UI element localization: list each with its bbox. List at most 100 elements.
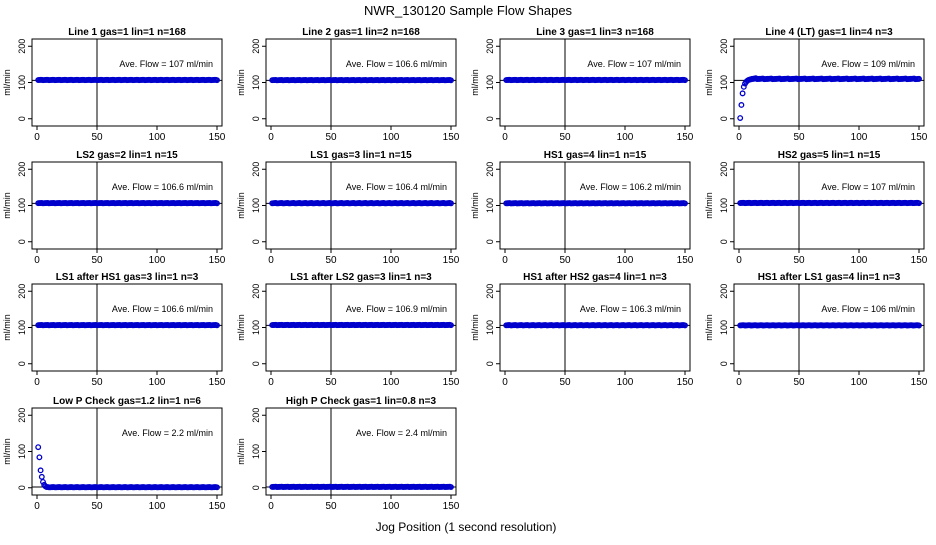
x-tick-label: 150 <box>911 132 928 143</box>
data-points <box>35 444 220 491</box>
panel-title: HS1 gas=4 lin=1 n=15 <box>544 150 647 161</box>
y-axis-label: ml/min <box>704 314 714 341</box>
y-tick-label: 0 <box>251 239 261 244</box>
data-points <box>503 200 688 207</box>
x-tick-label: 100 <box>149 377 166 388</box>
data-point <box>38 473 45 480</box>
x-tick-label: 0 <box>34 377 40 388</box>
data-point <box>214 77 220 84</box>
y-tick-label: 100 <box>17 198 27 213</box>
panel-title: HS1 after LS1 gas=4 lin=1 n=3 <box>758 272 901 283</box>
x-tick-label: 50 <box>325 501 337 512</box>
y-tick-label: 0 <box>17 485 27 490</box>
data-points <box>269 200 454 207</box>
data-point <box>448 322 454 329</box>
y-axis-label: ml/min <box>704 192 714 219</box>
x-tick-label: 150 <box>443 501 460 512</box>
x-tick-label: 0 <box>502 132 508 143</box>
panel-4: Line 4 (LT) gas=1 lin=4 n=3 0 50 100 150 0 100… <box>704 27 928 143</box>
x-tick-label: 0 <box>34 501 40 512</box>
average-flow-annotation: Ave. Flow = 106 ml/min <box>821 304 915 314</box>
data-point <box>740 83 747 90</box>
data-point <box>682 200 688 207</box>
average-flow-annotation: Ave. Flow = 107 ml/min <box>119 59 213 69</box>
panel-title: LS1 after LS2 gas=3 lin=1 n=3 <box>290 272 432 283</box>
data-point <box>448 484 454 491</box>
data-point <box>737 115 744 121</box>
average-flow-annotation: Ave. Flow = 2.4 ml/min <box>356 428 447 438</box>
data-point <box>36 454 43 461</box>
y-tick-label: 100 <box>719 320 729 335</box>
y-tick-label: 200 <box>719 162 729 177</box>
x-tick-label: 0 <box>736 377 742 388</box>
y-tick-label: 0 <box>719 361 729 366</box>
average-flow-annotation: Ave. Flow = 107 ml/min <box>587 59 681 69</box>
x-tick-label: 50 <box>793 132 805 143</box>
y-tick-label: 200 <box>17 162 27 177</box>
data-points <box>503 322 688 329</box>
x-tick-label: 100 <box>383 377 400 388</box>
y-tick-label: 0 <box>719 239 729 244</box>
y-tick-label: 200 <box>719 39 729 54</box>
x-tick-label: 150 <box>911 377 928 388</box>
plot-frame <box>265 407 457 496</box>
average-flow-annotation: Ave. Flow = 106.4 ml/min <box>346 182 447 192</box>
panel-title: HS1 after HS2 gas=4 lin=1 n=3 <box>523 272 667 283</box>
panel-14: High P Check gas=1 lin=0.8 n=3 0 50 100 150 0… <box>236 396 460 512</box>
x-tick-label: 50 <box>559 132 571 143</box>
y-tick-label: 0 <box>485 361 495 366</box>
x-tick-label: 0 <box>268 377 274 388</box>
y-axis-label: ml/min <box>470 192 480 219</box>
x-tick-label: 50 <box>91 255 103 266</box>
data-point <box>448 200 454 207</box>
y-tick-label: 100 <box>17 320 27 335</box>
panel-3: Line 3 gas=1 lin=3 n=168 0 50 100 150 0 100 200… <box>470 27 694 143</box>
panel-title: Line 4 (LT) gas=1 lin=4 n=3 <box>765 27 893 38</box>
x-tick-label: 150 <box>443 255 460 266</box>
y-axis-label: ml/min <box>2 69 12 96</box>
y-tick-label: 200 <box>251 284 261 299</box>
panel-2: Line 2 gas=1 lin=2 n=168 0 50 100 150 0 100 200… <box>236 27 460 143</box>
x-tick-label: 0 <box>34 132 40 143</box>
data-point <box>682 77 688 84</box>
average-flow-annotation: Ave. Flow = 106.6 ml/min <box>346 59 447 69</box>
y-axis-label: ml/min <box>2 438 12 465</box>
average-flow-annotation: Ave. Flow = 106.9 ml/min <box>346 304 447 314</box>
data-point <box>738 102 745 108</box>
y-tick-label: 100 <box>485 198 495 213</box>
figure-xlabel: Jog Position (1 second resolution) <box>376 520 557 534</box>
y-axis-label: ml/min <box>2 192 12 219</box>
x-tick-label: 100 <box>617 132 634 143</box>
x-tick-label: 150 <box>209 501 226 512</box>
x-tick-label: 0 <box>268 255 274 266</box>
panel-13: Low P Check gas=1.2 lin=1 n=6 0 50 100 150 0 1… <box>2 396 226 512</box>
panel-9: LS1 after HS1 gas=3 lin=1 n=3 0 50 100 150 0 1… <box>2 272 226 388</box>
figure-title: NWR_130120 Sample Flow Shapes <box>364 3 573 18</box>
x-tick-label: 0 <box>34 255 40 266</box>
data-point <box>916 75 922 82</box>
x-tick-label: 150 <box>209 132 226 143</box>
plot-frame <box>31 407 223 496</box>
panel-8: HS2 gas=5 lin=1 n=15 0 50 100 150 0 100 200 ml/m… <box>704 150 928 266</box>
x-tick-label: 50 <box>325 377 337 388</box>
x-tick-label: 100 <box>383 501 400 512</box>
data-points <box>269 76 454 84</box>
panel-title: Low P Check gas=1.2 lin=1 n=6 <box>53 396 201 407</box>
y-tick-label: 0 <box>251 361 261 366</box>
y-tick-label: 200 <box>251 39 261 54</box>
panel-1: Line 1 gas=1 lin=1 n=168 0 50 100 150 0 100 200… <box>2 27 226 143</box>
data-points <box>503 76 688 84</box>
x-tick-label: 100 <box>617 255 634 266</box>
panel-11: HS1 after HS2 gas=4 lin=1 n=3 0 50 100 150 0 1… <box>470 272 694 388</box>
y-tick-label: 100 <box>719 198 729 213</box>
x-tick-label: 100 <box>383 255 400 266</box>
y-tick-label: 0 <box>485 239 495 244</box>
panel-6: LS1 gas=3 lin=1 n=15 0 50 100 150 0 100 200 ml/m… <box>236 150 460 266</box>
y-tick-label: 200 <box>485 39 495 54</box>
y-tick-label: 200 <box>485 284 495 299</box>
y-tick-label: 200 <box>251 408 261 423</box>
average-flow-annotation: Ave. Flow = 106.6 ml/min <box>112 304 213 314</box>
x-tick-label: 150 <box>443 377 460 388</box>
x-tick-label: 50 <box>325 255 337 266</box>
y-tick-label: 0 <box>17 239 27 244</box>
